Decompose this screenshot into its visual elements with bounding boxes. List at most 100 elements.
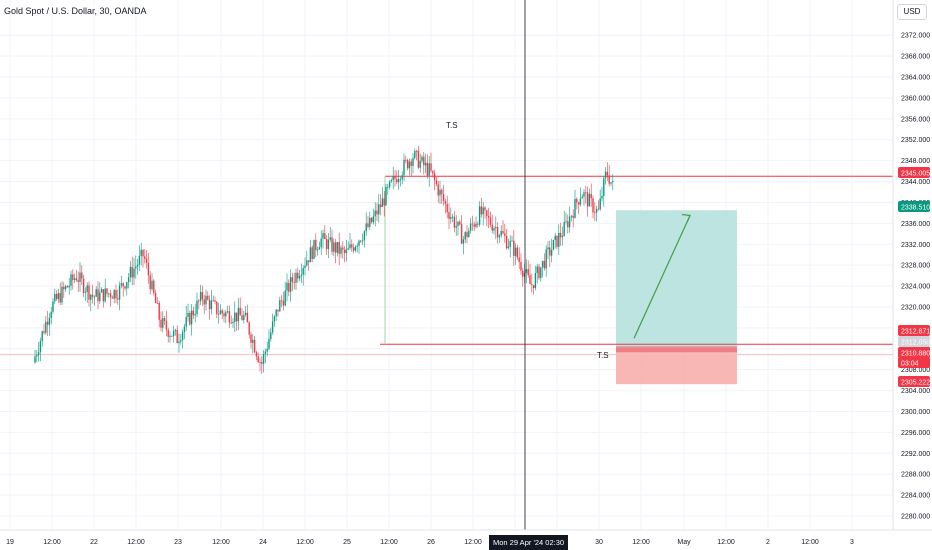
candle-body: [64, 286, 67, 290]
price-axis[interactable]: 2372.000 2368.000 2364.000 2360.000 2356.000…: [892, 0, 930, 530]
candle-body: [207, 295, 209, 300]
price-tick-label: 2332.000: [901, 242, 930, 249]
candle-body: [100, 289, 103, 293]
candle-body: [205, 295, 207, 305]
candle-body: [385, 187, 387, 206]
price-tick-label: 2328.000: [901, 263, 930, 270]
candle-body: [365, 223, 367, 232]
candle-body: [45, 321, 47, 333]
candle-body: [91, 294, 94, 297]
candle-body: [603, 178, 605, 196]
candle-body: [126, 282, 128, 289]
candle-body: [210, 300, 213, 310]
candle-body: [162, 318, 164, 328]
candle-body: [405, 159, 407, 161]
price-tag-label: 2312.871: [901, 329, 930, 336]
position-zones: [616, 210, 737, 385]
candle-body: [253, 339, 256, 353]
candle-body: [444, 200, 447, 204]
candle-body: [286, 282, 288, 291]
candle-body: [583, 192, 585, 197]
candle-body: [302, 268, 304, 275]
target-zone: [616, 210, 737, 349]
candle-body: [469, 223, 472, 231]
candle-body: [459, 221, 461, 225]
candle-body: [423, 156, 425, 166]
candle-body: [34, 356, 36, 363]
candle-body: [559, 232, 562, 238]
candle-body: [226, 311, 229, 313]
candle-body: [529, 275, 531, 285]
candle-body: [304, 265, 306, 269]
candle-body: [216, 301, 218, 315]
candle-body: [41, 331, 43, 342]
candle-body: [225, 312, 227, 317]
candle-body: [214, 300, 216, 302]
candle-body: [131, 266, 133, 278]
candle-body: [450, 217, 452, 219]
symbol-title: Gold Spot / U.S. Dollar, 30, OANDA: [2, 6, 149, 16]
time-axis[interactable]: 19 12:00 22 12:00 23 12:00 24 12:00 25 12:00 26 12:…: [0, 529, 932, 546]
candle-body: [154, 293, 157, 303]
price-tag-label: 2310.880: [901, 351, 930, 358]
candle-body: [369, 217, 371, 227]
candle-body: [169, 335, 171, 337]
candle-body: [237, 307, 240, 322]
candle-body: [185, 316, 187, 327]
candle-body: [59, 293, 61, 303]
candle-body: [72, 274, 74, 280]
price-tick-label: 2300.000: [901, 409, 930, 416]
time-tick-label: 2: [766, 539, 770, 546]
candle-body: [54, 294, 56, 302]
candle-body: [158, 303, 160, 320]
candle-body: [532, 284, 535, 289]
candle-body: [484, 207, 486, 211]
candle-body: [109, 293, 112, 298]
candle-body: [579, 198, 582, 205]
currency-button[interactable]: USD: [897, 4, 927, 20]
price-tag-box: [898, 167, 930, 178]
ts-annotation-bottom: T.S: [597, 351, 609, 360]
candle-body: [331, 237, 333, 252]
candle-body: [496, 227, 499, 238]
candle-body: [399, 179, 402, 181]
price-tag-box: [898, 201, 930, 212]
price-tick-label: 2372.000: [901, 33, 930, 40]
price-tick-label: 2304.000: [901, 388, 930, 395]
candle-body: [113, 290, 115, 299]
candle-body: [513, 240, 515, 256]
candle-body: [361, 240, 364, 242]
candle-body: [223, 313, 225, 317]
candle-body: [39, 341, 42, 353]
candle-body: [68, 285, 70, 288]
candle-body: [574, 199, 576, 218]
candle-body: [315, 239, 317, 251]
candle-body: [111, 297, 114, 299]
time-tick-label: 24: [259, 539, 267, 546]
candle-body: [106, 288, 108, 294]
candle-body: [180, 340, 182, 342]
candle-body: [289, 277, 292, 292]
candle-body: [234, 312, 236, 322]
price-tick-label: 2308.000: [901, 367, 930, 374]
candle-body: [270, 332, 272, 340]
candle-body: [198, 300, 200, 302]
candle-body: [232, 321, 234, 323]
candle-body: [149, 275, 151, 290]
candle-body: [453, 216, 456, 228]
candle-body: [475, 223, 477, 227]
price-tag: 2310.880: [898, 347, 930, 358]
price-tag-box: [898, 376, 930, 387]
candle-body: [442, 193, 445, 201]
candle-body: [322, 233, 324, 239]
time-tick-label: 12:00: [296, 539, 314, 546]
candle-body: [241, 315, 243, 321]
candle-body: [82, 278, 85, 293]
candle-body: [192, 310, 195, 316]
candle-body: [261, 362, 263, 364]
candle-body: [612, 180, 614, 183]
time-tick-label: 19: [6, 539, 14, 546]
candle-body: [586, 192, 589, 207]
candle-body: [50, 311, 52, 318]
